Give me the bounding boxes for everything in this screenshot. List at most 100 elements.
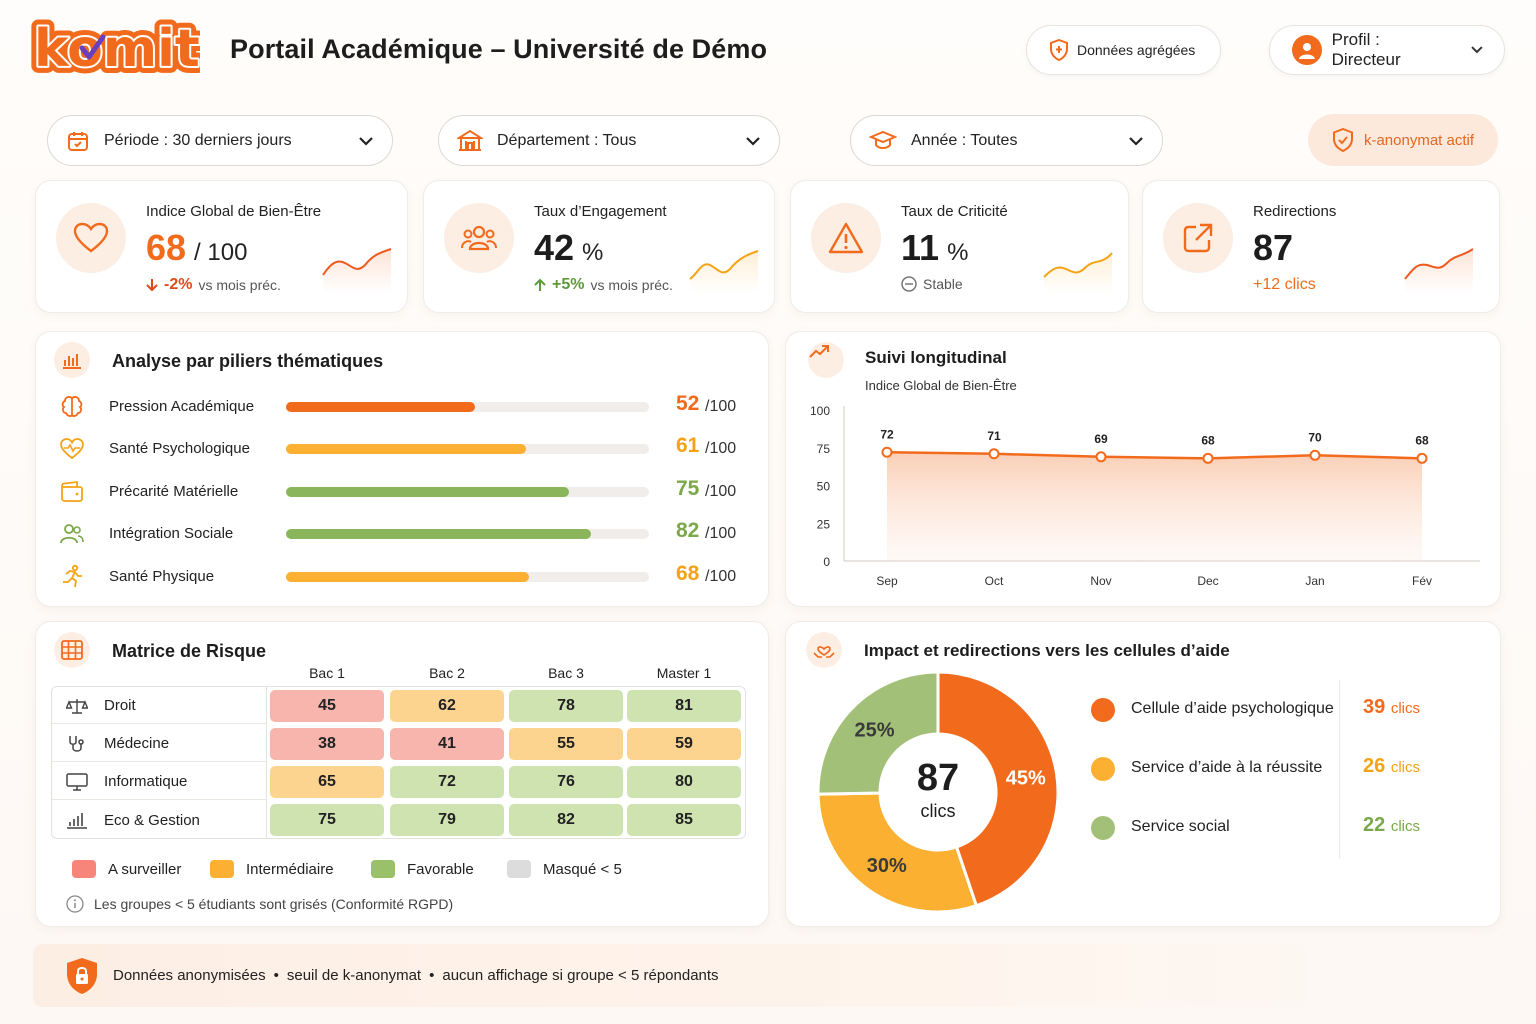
aggregated-data-badge[interactable]: Données agrégées bbox=[1026, 25, 1221, 75]
profile-menu[interactable]: Profil : Directeur bbox=[1269, 25, 1505, 75]
period-filter[interactable]: Période : 30 derniers jours bbox=[47, 115, 393, 166]
matrix-row-label: Droit bbox=[52, 688, 266, 724]
service-clicks-unit: clics bbox=[1390, 818, 1420, 835]
legend-dot bbox=[1091, 757, 1115, 781]
data-label: 69 bbox=[1094, 432, 1108, 446]
pillar-label: Précarité Matérielle bbox=[109, 483, 239, 500]
kpi-value: 87 bbox=[1253, 227, 1294, 268]
kpi-title: Taux de Criticité bbox=[901, 203, 1008, 220]
matrix-cell[interactable]: 55 bbox=[509, 728, 623, 760]
chevron-down-icon bbox=[1129, 136, 1143, 146]
kpi-card-engagement[interactable]: Taux d’Engagement 42% +5% vs mois préc. bbox=[423, 180, 775, 313]
kpi-value: 68 bbox=[146, 227, 187, 268]
department-filter[interactable]: Département : Tous bbox=[438, 115, 780, 166]
kpi-card-redirections[interactable]: Redirections 87 +12 clics bbox=[1142, 180, 1500, 313]
matrix-divider bbox=[266, 686, 267, 839]
y-tick-label: 0 bbox=[823, 555, 830, 569]
monitor-icon bbox=[66, 772, 88, 791]
legend-separator bbox=[1339, 680, 1340, 740]
row-label: Eco & Gestion bbox=[104, 811, 200, 829]
data-point[interactable] bbox=[988, 448, 1000, 460]
pillar-row[interactable]: Intégration Sociale 82 /100 bbox=[36, 519, 770, 549]
warning-icon bbox=[828, 222, 864, 254]
pillar-row[interactable]: Précarité Matérielle 75 /100 bbox=[36, 477, 770, 507]
heart-icon bbox=[73, 222, 109, 253]
matrix-grid bbox=[51, 686, 746, 839]
slice-percent-label: 30% bbox=[867, 855, 907, 877]
pillar-row[interactable]: Santé Psychologique 61 /100 bbox=[36, 434, 770, 464]
matrix-cell[interactable]: 62 bbox=[390, 690, 504, 722]
impact-panel: Impact et redirections vers les cellules… bbox=[785, 621, 1501, 927]
kpi-card-wellbeing[interactable]: Indice Global de Bien-Être 68 / 100 -2% v… bbox=[35, 180, 408, 313]
chart-subtitle: Indice Global de Bien-Être bbox=[865, 378, 1017, 393]
service-clicks-value: 26 bbox=[1363, 755, 1386, 777]
matrix-cell[interactable]: 81 bbox=[627, 690, 741, 722]
donut-slice[interactable] bbox=[816, 791, 979, 914]
column-header: Master 1 bbox=[656, 665, 712, 681]
matrix-cell[interactable]: 76 bbox=[509, 766, 623, 798]
matrix-cell[interactable]: 82 bbox=[509, 804, 623, 836]
matrix-cell[interactable]: 38 bbox=[270, 728, 384, 760]
data-point[interactable] bbox=[1202, 452, 1214, 464]
matrix-cell[interactable]: 78 bbox=[509, 690, 623, 722]
shield-check-icon bbox=[1332, 128, 1353, 152]
pillar-denominator: /100 bbox=[705, 398, 737, 415]
kpi-title: Taux d’Engagement bbox=[534, 203, 667, 220]
service-legend-row[interactable]: Service social 22 clics bbox=[1091, 798, 1471, 858]
minus-circle-icon bbox=[901, 276, 917, 292]
service-legend-row[interactable]: Cellule d’aide psychologique 39 clics bbox=[1091, 680, 1471, 740]
komit-logo[interactable]: komit komit komit bbox=[30, 18, 200, 80]
banner-separator: • bbox=[273, 967, 279, 984]
pillar-value: 61 bbox=[676, 434, 700, 457]
matrix-cell[interactable]: 85 bbox=[627, 804, 741, 836]
svg-text:komit: komit bbox=[34, 19, 200, 79]
k-anonymity-badge[interactable]: k-anonymat actif bbox=[1308, 114, 1498, 166]
year-filter[interactable]: Année : Toutes bbox=[850, 115, 1163, 166]
data-point[interactable] bbox=[1095, 451, 1107, 463]
donut-slice[interactable] bbox=[936, 670, 1060, 908]
matrix-cell[interactable]: 65 bbox=[270, 766, 384, 798]
matrix-cell[interactable]: 72 bbox=[390, 766, 504, 798]
kpi-value: 42 bbox=[534, 227, 575, 268]
chevron-down-icon bbox=[359, 136, 373, 146]
matrix-cell[interactable]: 79 bbox=[390, 804, 504, 836]
pillar-row[interactable]: Santé Physique 68 /100 bbox=[36, 562, 770, 592]
matrix-cell[interactable]: 41 bbox=[390, 728, 504, 760]
note-text: Les groupes < 5 étudiants sont grisés (C… bbox=[94, 896, 454, 912]
legend-item: Favorable bbox=[371, 860, 474, 878]
shield-icon bbox=[1050, 39, 1068, 61]
matrix-cell[interactable]: 59 bbox=[627, 728, 741, 760]
profile-label: Profil : Directeur bbox=[1331, 30, 1401, 69]
x-tick-label: Jan bbox=[1305, 574, 1324, 588]
matrix-cell[interactable]: 45 bbox=[270, 690, 384, 722]
legend-dot bbox=[1091, 698, 1115, 722]
heart-pulse-icon bbox=[60, 438, 84, 460]
svg-text:komit: komit bbox=[34, 19, 200, 79]
matrix-cell[interactable]: 75 bbox=[270, 804, 384, 836]
stethoscope-icon bbox=[69, 735, 84, 752]
service-clicks-value: 22 bbox=[1363, 814, 1386, 836]
x-tick-label: Oct bbox=[985, 574, 1004, 588]
users-icon bbox=[461, 225, 497, 251]
donut-slice[interactable] bbox=[816, 670, 940, 796]
building-icon bbox=[457, 129, 483, 151]
x-tick-label: Nov bbox=[1090, 574, 1111, 588]
pillar-value: 75 bbox=[676, 477, 700, 500]
kpi-card-criticality[interactable]: Taux de Criticité 11% Stable bbox=[790, 180, 1129, 313]
pillar-bar bbox=[286, 402, 475, 412]
data-label: 72 bbox=[880, 427, 894, 441]
anonymization-banner: Données anonymisées • seuil de k-anonyma… bbox=[33, 944, 1308, 1007]
data-point[interactable] bbox=[1416, 452, 1428, 464]
service-clicks-unit: clics bbox=[1390, 700, 1420, 717]
svg-text:komit: komit bbox=[34, 19, 200, 79]
pillar-row[interactable]: Pression Académique 52 /100 bbox=[36, 392, 770, 422]
pillar-value: 68 bbox=[676, 562, 700, 585]
data-point[interactable] bbox=[881, 446, 893, 458]
matrix-cell[interactable]: 80 bbox=[627, 766, 741, 798]
grid-icon bbox=[54, 632, 90, 668]
legend-swatch bbox=[72, 860, 96, 878]
shield-lock-icon bbox=[67, 957, 97, 994]
service-legend-row[interactable]: Service d’aide à la réussite 26 clics bbox=[1091, 739, 1471, 799]
data-point[interactable] bbox=[1309, 449, 1321, 461]
